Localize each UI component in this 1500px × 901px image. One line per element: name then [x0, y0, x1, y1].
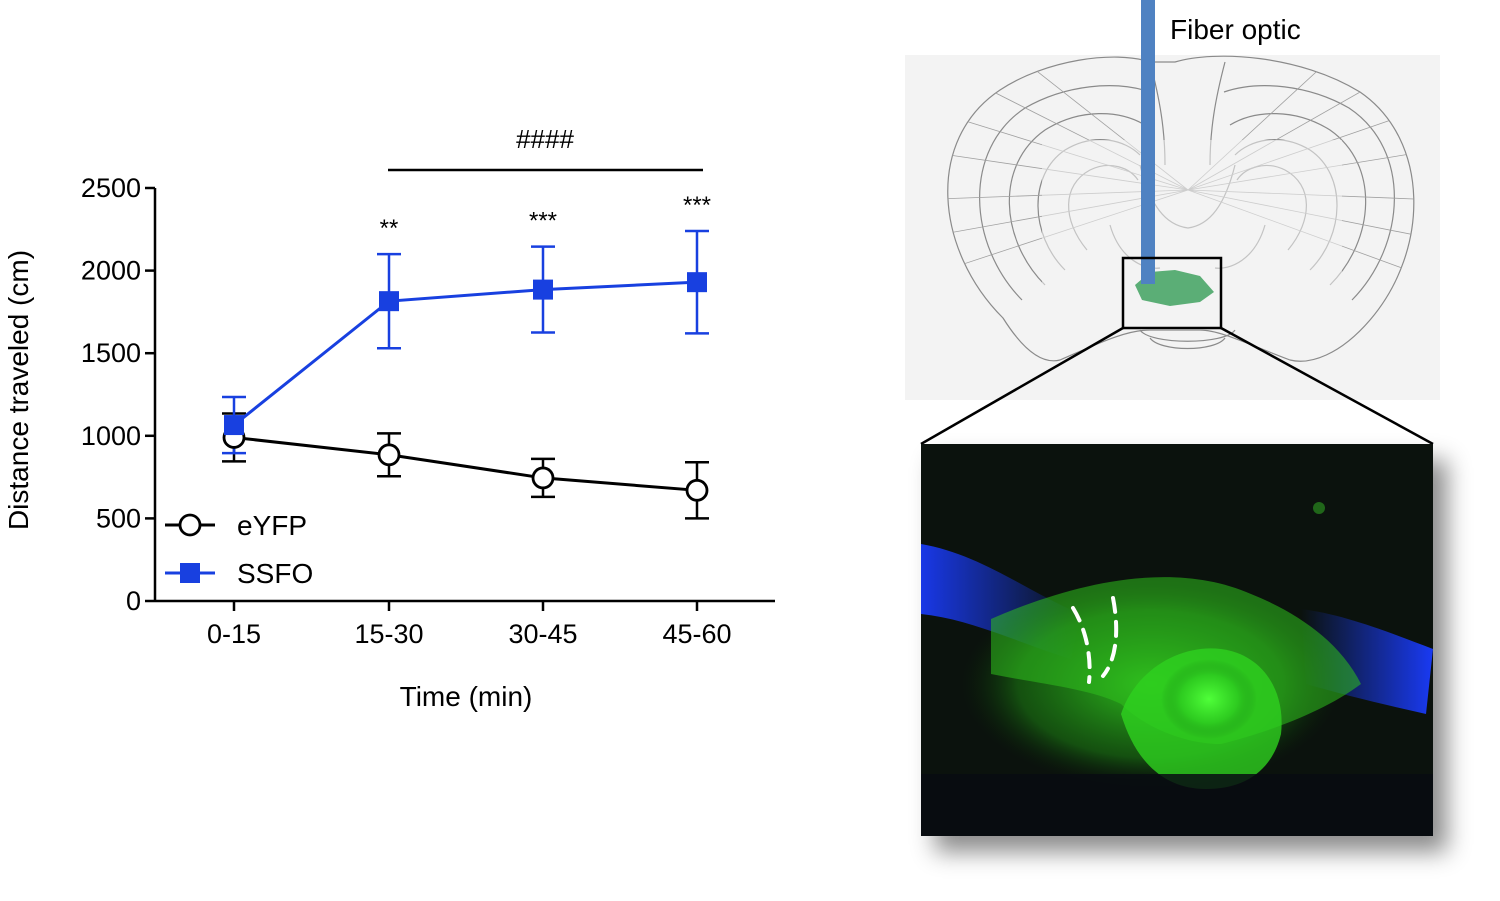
fluorescent-nucleus: [1161, 659, 1257, 739]
x-tick-label: 0-15: [207, 619, 261, 649]
y-axis-label: Distance traveled (cm): [3, 250, 34, 530]
y-axis: 0 500 1000 1500 2000 2500: [81, 173, 157, 616]
x-tick-label: 45-60: [662, 619, 731, 649]
brain-outline: [947, 55, 1415, 362]
x-axis-label: Time (min): [400, 681, 533, 712]
y-tick-label: 2500: [81, 173, 141, 203]
data-point-SSFO: [687, 272, 707, 293]
significance-annotations: #### ** ******: [380, 124, 711, 242]
zoom-line-left: [920, 326, 1124, 445]
data-point-SSFO: [224, 415, 244, 436]
series-line-eYFP: [233, 435, 698, 492]
series-line-SSFO: [233, 280, 698, 427]
significance-stars: **: [380, 215, 399, 242]
legend-marker: [180, 563, 200, 583]
data-point-SSFO: [533, 279, 553, 300]
series-markers: [222, 272, 709, 502]
zoom-line-right: [1220, 326, 1434, 445]
fiber-optic-label: Fiber optic: [1170, 14, 1301, 45]
y-tick-label: 1000: [81, 421, 141, 451]
data-point-eYFP: [531, 466, 555, 490]
fluorescence-micrograph: [921, 444, 1433, 836]
significance-stars: ***: [683, 192, 711, 219]
legend-marker: [178, 513, 202, 537]
y-tick-label: 500: [96, 503, 141, 533]
significance-stars: ***: [529, 208, 557, 235]
legend: eYFP SSFO: [165, 510, 313, 589]
brain-atlas-diagram: Fiber optic: [905, 0, 1440, 445]
x-axis: 0-15 15-30 30-45 45-60: [155, 599, 775, 649]
series-lines: [233, 280, 698, 492]
zoom-box: [1121, 256, 1223, 330]
legend-label: eYFP: [237, 510, 307, 541]
y-tick-label: 0: [126, 586, 141, 616]
data-point-eYFP: [377, 443, 401, 467]
fiber-track-outline: [1071, 596, 1119, 684]
y-tick-label: 1500: [81, 338, 141, 368]
line-chart: 0 500 1000 1500 2000 2500 0-15 15-30 30-45 45-60…: [3, 124, 775, 712]
y-tick-label: 2000: [81, 256, 141, 286]
fiber-optic: [1141, 0, 1155, 284]
legend-label: SSFO: [237, 558, 313, 589]
bracket-label: ####: [516, 124, 574, 154]
data-point-SSFO: [379, 291, 399, 312]
x-tick-label: 30-45: [508, 619, 577, 649]
x-tick-label: 15-30: [354, 619, 423, 649]
data-point-eYFP: [685, 478, 709, 502]
